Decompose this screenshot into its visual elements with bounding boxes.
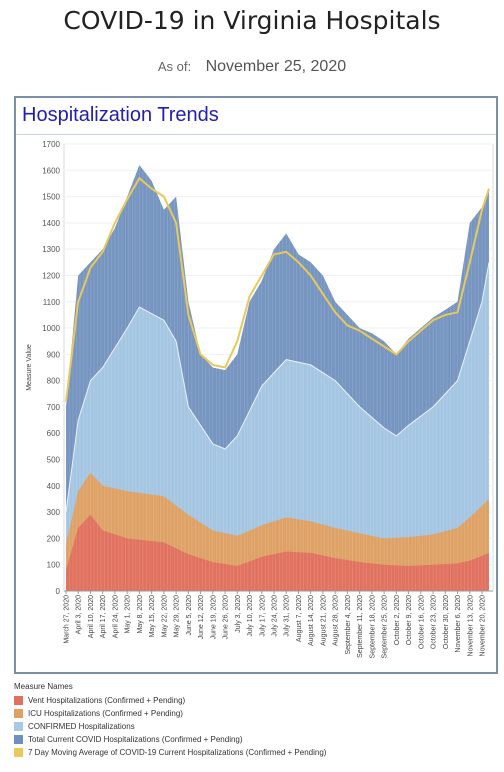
legend-swatch-moving-average <box>14 748 23 757</box>
panel-title: Hospitalization Trends <box>22 104 219 126</box>
x-tick-label: October 23, 2020 <box>431 595 438 649</box>
y-tick-label: 400 <box>47 482 61 491</box>
x-tick-label: September 11, 2020 <box>357 595 364 658</box>
x-tick-label: September 25, 2020 <box>382 595 389 659</box>
x-tick-label: October 16, 2020 <box>418 595 425 649</box>
confirmed-edge <box>65 262 490 513</box>
legend-label-total: Total Current COVID Hospitalizations (Co… <box>28 735 243 744</box>
y-tick-label: 500 <box>47 456 61 465</box>
page-title: COVID-19 in Virginia Hospitals <box>63 6 441 35</box>
legend-swatch-confirmed <box>14 722 23 731</box>
area-vent <box>66 514 489 591</box>
moving-average-line <box>65 176 490 402</box>
x-tick-label: June 26, 2020 <box>223 595 230 639</box>
hospitalization-chart[interactable]: 0 100 200 300 400 500 600 700 800 900 1000 1100 1200… <box>16 98 496 672</box>
legend-item-confirmed[interactable]: CONFIRMED Hospitalizations <box>14 720 326 733</box>
as-of-label: As of: <box>157 59 192 74</box>
x-tick-label: April 10, 2020 <box>88 595 95 638</box>
legend-item-icu[interactable]: ICU Hospitalizations (Confirmed + Pendin… <box>14 707 326 720</box>
legend-item-vent[interactable]: Vent Hospitalizations (Confirmed + Pendi… <box>14 694 326 707</box>
hospitalization-trends-panel: Hospitalization Trends 0 100 200 300 400 500 6… <box>14 96 498 674</box>
x-tick-label: May 8, 2020 <box>137 595 144 634</box>
x-tick-label: May 22, 2020 <box>161 595 168 638</box>
y-tick-label: 800 <box>47 377 61 386</box>
x-tick-label: June 12, 2020 <box>198 595 205 639</box>
y-tick-label: 1700 <box>42 140 60 149</box>
x-tick-label: May 1, 2020 <box>125 595 132 634</box>
x-tick-label: April 17, 2020 <box>100 595 107 638</box>
x-tick-label: August 28, 2020 <box>333 595 340 646</box>
y-tick-label: 1400 <box>42 219 60 228</box>
legend: Measure Names Vent Hospitalizations (Con… <box>14 682 326 759</box>
x-tick-label: May 29, 2020 <box>174 595 181 638</box>
y-tick-label: 0 <box>56 587 61 596</box>
y-tick-label: 300 <box>47 508 61 517</box>
y-tick-label: 200 <box>47 534 61 543</box>
y-tick-label: 1600 <box>42 166 60 175</box>
x-tick-label: July 17, 2020 <box>259 595 266 637</box>
legend-item-moving-average[interactable]: 7 Day Moving Average of COVID-19 Current… <box>14 746 326 759</box>
y-tick-label: 1200 <box>42 271 60 280</box>
legend-label-confirmed: CONFIRMED Hospitalizations <box>28 722 135 731</box>
x-tick-label: April 24, 2020 <box>112 595 119 638</box>
x-tick-label: July 31, 2020 <box>284 595 291 637</box>
y-tick-label: 1100 <box>43 298 61 307</box>
x-tick-label: September 18, 2020 <box>369 595 376 659</box>
x-tick-label: November 20, 2020 <box>480 595 487 657</box>
panel-divider <box>16 134 496 135</box>
as-of-line: As of: November 25, 2020 <box>0 58 504 76</box>
x-tick-label: November 13, 2020 <box>467 595 474 657</box>
y-tick-label: 900 <box>47 350 61 359</box>
y-tick-label: 700 <box>47 403 61 412</box>
y-tick-label: 1000 <box>42 324 60 333</box>
legend-label-vent: Vent Hospitalizations (Confirmed + Pendi… <box>28 696 186 705</box>
legend-swatch-vent <box>14 696 23 705</box>
x-tick-label: March 27, 2020 <box>64 595 71 644</box>
legend-label-moving-average: 7 Day Moving Average of COVID-19 Current… <box>28 748 327 757</box>
legend-label-icu: ICU Hospitalizations (Confirmed + Pendin… <box>28 709 183 718</box>
legend-swatch-icu <box>14 709 23 718</box>
x-tick-label: November 6, 2020 <box>455 595 462 653</box>
x-tick-label: October 2, 2020 <box>394 595 401 645</box>
x-tick-label: June 5, 2020 <box>186 595 193 636</box>
as-of-date: November 25, 2020 <box>205 58 347 75</box>
legend-item-total[interactable]: Total Current COVID Hospitalizations (Co… <box>14 733 326 746</box>
y-tick-label: 100 <box>47 561 61 570</box>
x-tick-label: June 19, 2020 <box>210 595 217 639</box>
x-tick-label: September 4, 2020 <box>345 595 352 655</box>
x-tick-label: August 14, 2020 <box>308 595 315 646</box>
x-tick-label: October 9, 2020 <box>406 595 413 645</box>
y-tick-label: 600 <box>47 429 61 438</box>
x-tick-label: May 15, 2020 <box>149 595 156 638</box>
y-tick-label: 1300 <box>42 245 60 254</box>
y-axis-label: Measure Value <box>26 344 33 391</box>
legend-swatch-total <box>14 735 23 744</box>
x-tick-label: August 7, 2020 <box>296 595 303 642</box>
x-tick-label: July 10, 2020 <box>247 595 254 637</box>
x-tick-label: July 3, 2020 <box>235 595 242 633</box>
y-tick-label: 1500 <box>42 193 60 202</box>
x-tick-label: April 3, 2020 <box>76 595 83 634</box>
legend-title: Measure Names <box>14 682 73 691</box>
x-tick-label: August 21, 2020 <box>320 595 327 646</box>
x-tick-label: October 30, 2020 <box>443 595 450 649</box>
x-tick-label: July 24, 2020 <box>272 595 279 637</box>
